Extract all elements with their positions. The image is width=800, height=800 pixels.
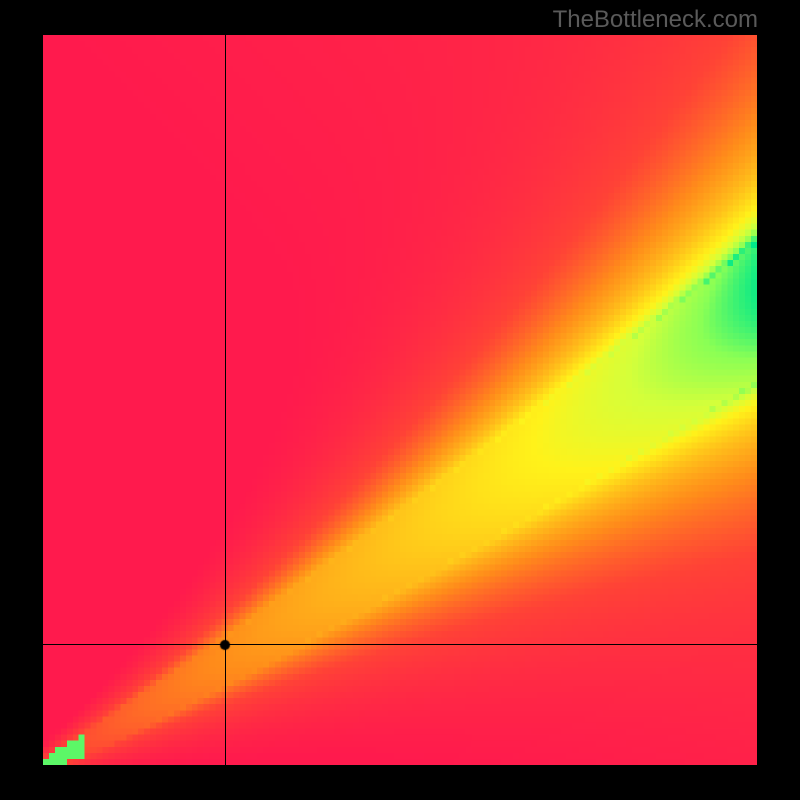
bottleneck-heatmap — [43, 35, 757, 765]
crosshair-vertical — [225, 35, 226, 765]
crosshair-horizontal — [43, 644, 757, 645]
crosshair-marker — [218, 638, 232, 652]
chart-container: TheBottleneck.com — [0, 0, 800, 800]
watermark-text: TheBottleneck.com — [553, 6, 758, 34]
